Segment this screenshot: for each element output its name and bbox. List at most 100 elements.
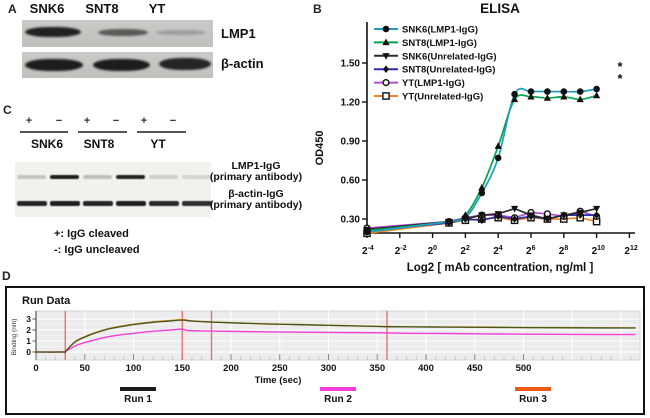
blot-band xyxy=(93,59,150,71)
svg-text:2-4: 2-4 xyxy=(362,245,374,257)
svg-text:28: 28 xyxy=(559,245,569,257)
blot-band xyxy=(98,29,148,36)
svg-text:22: 22 xyxy=(460,245,470,257)
svg-text:200: 200 xyxy=(223,363,239,374)
svg-text:1.20: 1.20 xyxy=(341,98,361,109)
elisa-legend-label-4: YT(LMP1-IgG) xyxy=(402,78,465,89)
svg-text:2-2: 2-2 xyxy=(395,245,407,257)
blot-band xyxy=(50,175,79,179)
blot-band xyxy=(116,175,145,179)
western-blot-actin xyxy=(22,52,213,78)
run3-swatch xyxy=(515,387,551,391)
svg-text:1.50: 1.50 xyxy=(341,59,361,70)
cell-line-snk6: SNK6 xyxy=(30,137,63,151)
western-blot-lmp1 xyxy=(22,20,213,47)
elisa-legend-label-1: SNT8(LMP1-IgG) xyxy=(402,38,477,49)
row2-label-line1: β-actin-IgG xyxy=(228,188,284,200)
panel-c-label: C xyxy=(3,103,12,117)
blot-band xyxy=(156,30,206,35)
row1-label-line2: (primary antibody) xyxy=(209,171,303,183)
blot-band xyxy=(17,201,47,206)
cleave-sign: + xyxy=(25,115,33,127)
significance-asterisk: * xyxy=(617,71,623,86)
svg-text:3: 3 xyxy=(26,314,31,324)
svg-text:400: 400 xyxy=(418,363,434,374)
elisa-series-markers-0 xyxy=(363,85,600,236)
elisa-legend-label-5: YT(Unrelated-IgG) xyxy=(402,92,483,103)
svg-text:210: 210 xyxy=(592,245,605,257)
elisa-chart: ELISA 0.30 0.60 0.90 1.20 1.50 2-4 2-2 20 22 24 26 2… xyxy=(314,1,638,274)
row2-label-line2: (primary antibody) xyxy=(209,199,303,211)
elisa-series-line-1 xyxy=(366,94,597,232)
lane-label-snt8: SNT8 xyxy=(85,1,119,16)
pair-underline xyxy=(137,131,186,133)
run1-swatch xyxy=(120,387,156,391)
pair-underline xyxy=(78,131,127,133)
panel-a-label: A xyxy=(8,2,17,16)
lane-label-yt: YT xyxy=(148,1,166,16)
elisa-xlabel: Log2 [ mAb concentration, ng/ml ] xyxy=(407,262,594,274)
elisa-ylabel: OD450 xyxy=(314,131,326,166)
blot-band xyxy=(83,175,112,179)
blot-band xyxy=(182,175,211,179)
pair-underline xyxy=(20,131,68,133)
significance-asterisk: * xyxy=(617,59,623,74)
blot-band xyxy=(182,201,212,206)
svg-text:50: 50 xyxy=(79,363,90,374)
run-ylabel: Binding (nm) xyxy=(11,319,18,356)
cell-line-yt: YT xyxy=(150,137,166,151)
elisa-title: ELISA xyxy=(480,1,520,16)
svg-text:0: 0 xyxy=(33,363,38,374)
svg-text:500: 500 xyxy=(516,363,532,374)
elisa-legend-label-2: SNK6(Unrelated-IgG) xyxy=(402,51,496,62)
run2-swatch xyxy=(320,387,356,391)
footnote-uncleaved: -: IgG uncleaved xyxy=(54,244,140,256)
svg-text:150: 150 xyxy=(174,363,190,374)
cleave-sign: + xyxy=(83,115,91,127)
blot-band xyxy=(159,58,211,70)
elisa-series-line-0 xyxy=(366,87,597,233)
svg-text:0.60: 0.60 xyxy=(341,176,361,187)
blot-band xyxy=(149,201,179,206)
svg-text:450: 450 xyxy=(467,363,483,374)
svg-text:0.30: 0.30 xyxy=(341,215,361,226)
blot-row-label-actin: β-actin xyxy=(221,56,264,71)
blot-band xyxy=(149,175,178,179)
footnote-cleaved: +: IgG cleaved xyxy=(54,228,129,240)
panel-b-label: B xyxy=(313,2,322,16)
svg-text:1: 1 xyxy=(26,336,31,346)
cell-line-snt8: SNT8 xyxy=(83,137,115,151)
svg-text:250: 250 xyxy=(272,363,288,374)
svg-text:350: 350 xyxy=(369,363,385,374)
run1-legend-label: Run 1 xyxy=(124,394,152,405)
blot-band xyxy=(25,59,83,71)
panel-d-label: D xyxy=(2,269,11,283)
elisa-legend-label-3: SNT8(Unrelated-IgG) xyxy=(402,65,495,76)
cleave-sign: + xyxy=(140,115,148,127)
blot-band xyxy=(50,201,80,206)
run-data-box: Run Data 0 1 2 3 0 50 100 150 200 250 300 350 400 450… xyxy=(5,286,645,415)
blot-band xyxy=(116,201,146,206)
cleave-sign: − xyxy=(112,115,120,127)
run-data-title: Run Data xyxy=(22,295,71,307)
cleave-sign: − xyxy=(55,115,63,127)
svg-text:24: 24 xyxy=(493,245,503,257)
svg-text:212: 212 xyxy=(624,245,637,257)
svg-text:20: 20 xyxy=(428,245,438,257)
blot-band xyxy=(25,27,81,37)
run-xlabel: Time (sec) xyxy=(255,375,302,386)
svg-text:100: 100 xyxy=(126,363,142,374)
run2-legend-label: Run 2 xyxy=(324,394,352,405)
run-series-line-0 xyxy=(35,319,636,353)
blot-row-label-lmp1: LMP1 xyxy=(221,26,256,41)
cleave-sign: − xyxy=(169,115,177,127)
run-series-line-1 xyxy=(35,328,636,353)
svg-text:0.90: 0.90 xyxy=(341,137,361,148)
run3-legend-label: Run 3 xyxy=(519,394,547,405)
blot-band xyxy=(83,201,113,206)
cleavage-blot xyxy=(15,162,212,217)
svg-text:2: 2 xyxy=(26,325,31,335)
lane-label-snk6: SNK6 xyxy=(29,1,65,16)
